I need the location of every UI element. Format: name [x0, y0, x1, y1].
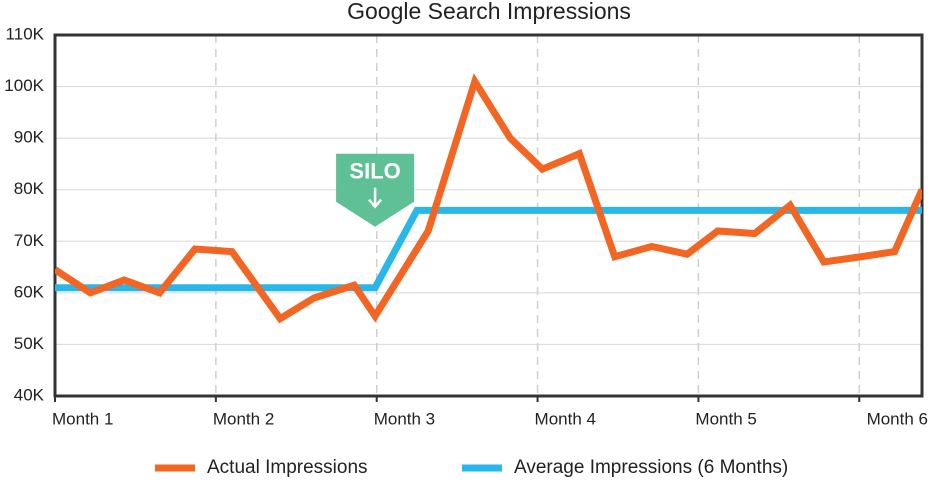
x-tick-label: Month 5 — [695, 409, 756, 428]
x-tick-label: Month 3 — [374, 409, 435, 428]
annotation-text: SILO — [349, 159, 400, 184]
data-line — [55, 73, 922, 324]
x-tick-label: Month 2 — [213, 409, 274, 428]
legend-label: Actual Impressions — [207, 457, 368, 478]
y-tick-label: 110K — [6, 24, 45, 43]
y-tick-label: 70K — [14, 231, 45, 250]
data-line — [55, 206, 922, 292]
y-tick-label: 60K — [14, 282, 45, 301]
x-tick-label: Month 4 — [535, 409, 596, 428]
x-tick-label: Month 1 — [52, 409, 113, 428]
annotation-arrow — [368, 187, 383, 209]
y-tick-label: 40K — [14, 385, 45, 404]
x-tick-label: Month 6 — [867, 409, 928, 428]
y-tick-label: 100K — [4, 76, 44, 95]
legend-label: Average Impressions (6 Months) — [514, 457, 788, 478]
y-tick-label: 80K — [14, 179, 45, 198]
y-tick-label: 50K — [14, 334, 45, 353]
plot-frame — [53, 33, 924, 398]
y-tick-label: 90K — [14, 128, 45, 147]
chart-title: Google Search Impressions — [347, 0, 631, 24]
